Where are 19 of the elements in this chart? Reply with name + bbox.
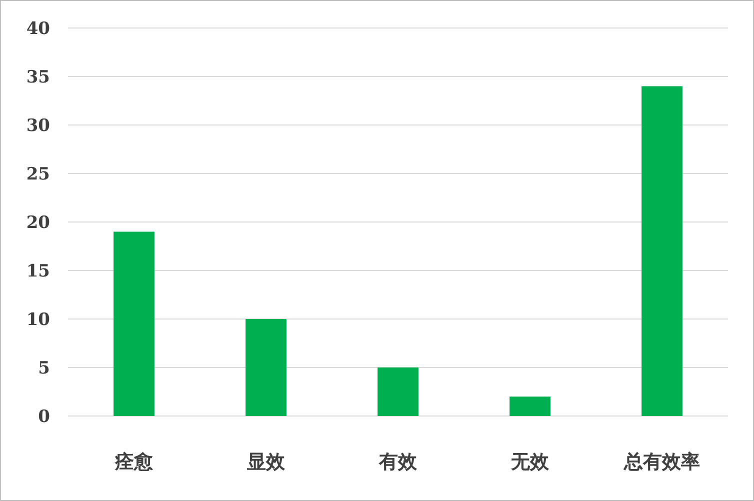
bar bbox=[114, 232, 154, 416]
y-tick-label: 25 bbox=[26, 164, 50, 184]
x-tick-label: 痊愈 bbox=[114, 451, 154, 473]
y-tick-label: 0 bbox=[38, 407, 50, 427]
y-tick-label: 5 bbox=[38, 358, 50, 378]
y-tick-label: 35 bbox=[26, 68, 50, 88]
x-tick-label: 有效 bbox=[378, 451, 418, 473]
x-tick-label: 无效 bbox=[510, 451, 550, 473]
x-tick-label: 总有效率 bbox=[623, 451, 700, 473]
bar bbox=[642, 86, 682, 416]
y-tick-label: 20 bbox=[26, 213, 50, 233]
y-tick-label: 30 bbox=[26, 116, 50, 136]
y-tick-label: 15 bbox=[26, 262, 50, 282]
y-tick-label: 10 bbox=[26, 310, 50, 330]
x-tick-label: 显效 bbox=[246, 451, 286, 473]
y-tick-label: 40 bbox=[26, 19, 50, 39]
bar bbox=[378, 368, 418, 416]
bar bbox=[510, 396, 550, 416]
bar bbox=[246, 319, 286, 416]
